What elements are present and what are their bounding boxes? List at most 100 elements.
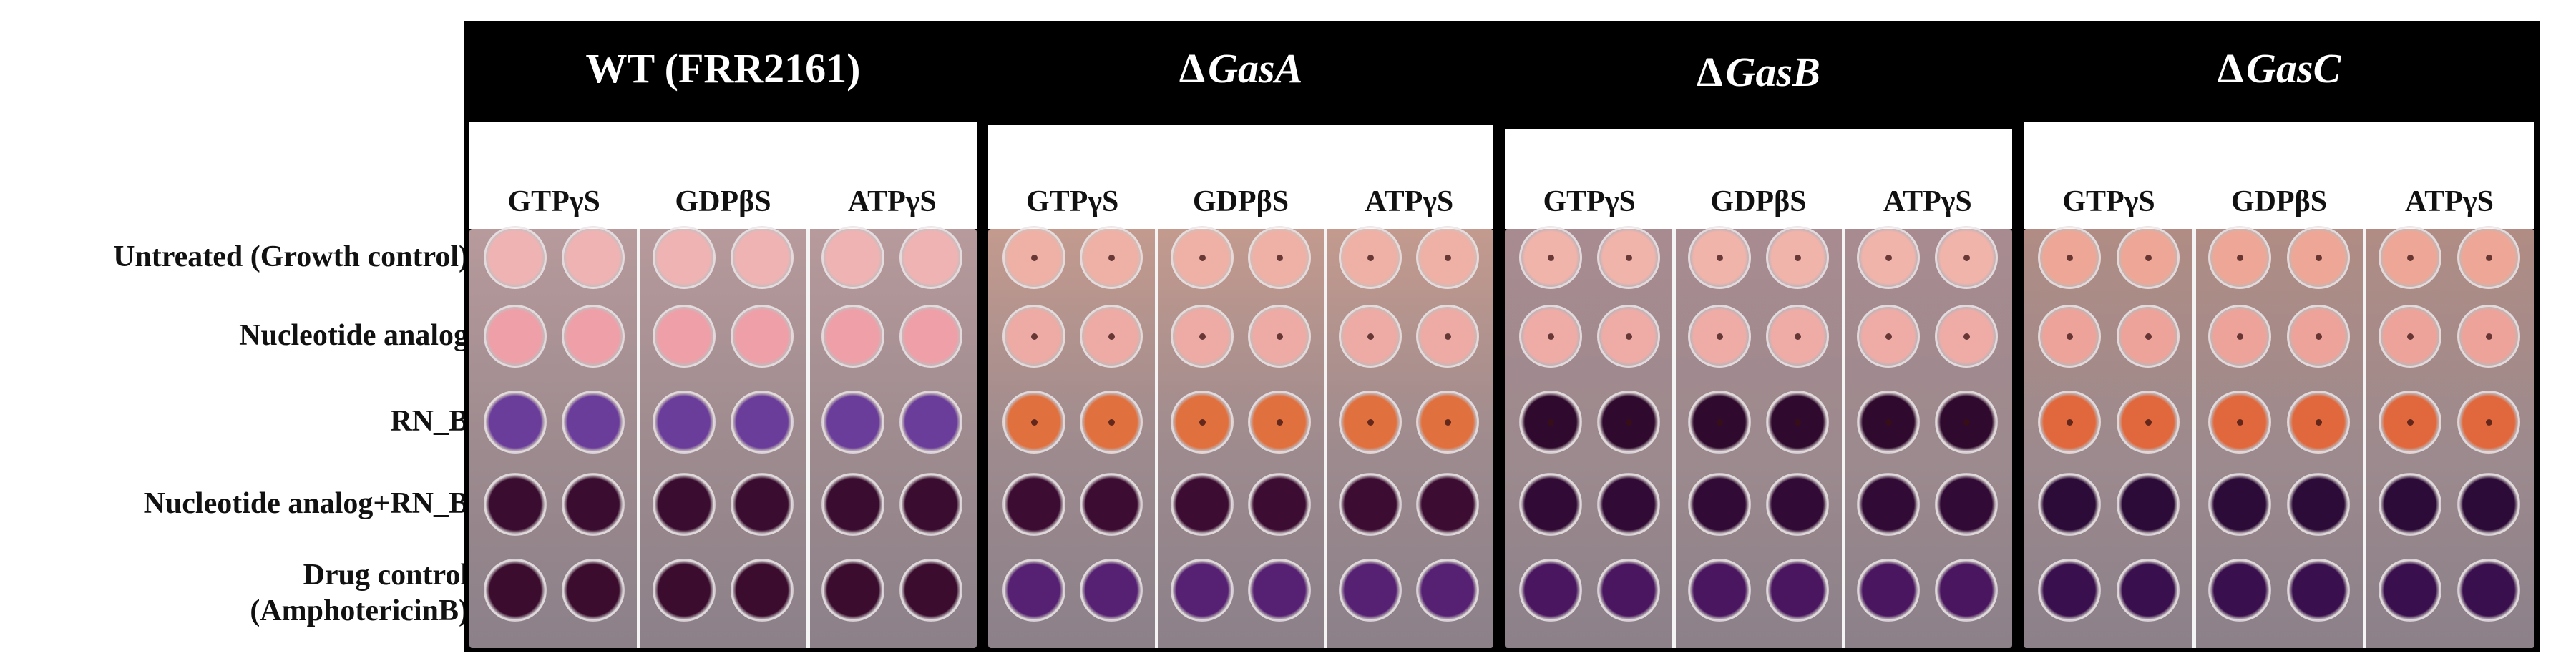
well [1339, 391, 1402, 454]
well-dot [1030, 255, 1038, 261]
well-dot [2145, 255, 2152, 261]
well [730, 226, 794, 289]
well [1765, 226, 1829, 289]
well [1339, 473, 1402, 536]
well-dot [1885, 333, 1893, 340]
well-dot [1445, 333, 1452, 340]
well [1248, 559, 1312, 622]
well [483, 226, 547, 289]
row-label-rn-b: RN_B [390, 405, 469, 438]
well [2038, 473, 2102, 536]
well [2038, 559, 2102, 622]
well [1416, 559, 1480, 622]
well-dot [1199, 419, 1206, 426]
well-dot [2315, 333, 2322, 340]
well-dot [2237, 333, 2244, 340]
well [2379, 305, 2442, 368]
well-dot [1717, 419, 1724, 426]
group-divider [1841, 229, 1845, 648]
well [1416, 226, 1480, 289]
column-label: GDPβS [675, 185, 771, 218]
well [1857, 391, 1921, 454]
well [2038, 305, 2102, 368]
well [653, 305, 716, 368]
panel-title: Δ GasC [2018, 21, 2540, 114]
well [2208, 391, 2272, 454]
well [821, 473, 885, 536]
well-dot [1367, 333, 1375, 340]
row-label-drug-control: Drug control [303, 559, 469, 592]
well [2286, 305, 2350, 368]
column-label: GDPβS [1192, 185, 1289, 218]
well [899, 391, 963, 454]
well [1002, 559, 1065, 622]
well-dot [1108, 419, 1115, 426]
well-dot [1885, 255, 1893, 261]
well [730, 305, 794, 368]
well-dot [2315, 255, 2322, 261]
well [1857, 226, 1921, 289]
well-dot [2485, 419, 2492, 426]
well [653, 559, 716, 622]
well-dot [2067, 333, 2074, 340]
well [1002, 473, 1065, 536]
well-dot [1108, 333, 1115, 340]
well [2457, 305, 2520, 368]
well-dot [1625, 419, 1632, 426]
well [1339, 305, 1402, 368]
well [1002, 305, 1065, 368]
panel-3: Δ GasB GTPγS GDPβS ATPγS [1499, 21, 2018, 652]
well-dot [1030, 333, 1038, 340]
column-label-strip: GTPγS GDPβS ATPγS [1505, 129, 2012, 229]
well [821, 305, 885, 368]
well [2379, 226, 2442, 289]
well [1518, 391, 1582, 454]
well [1857, 305, 1921, 368]
well-dot [2485, 255, 2492, 261]
well [2286, 559, 2350, 622]
well-dot [1717, 255, 1724, 261]
well [653, 473, 716, 536]
well-dot [1547, 333, 1554, 340]
well [899, 305, 963, 368]
well [1170, 305, 1234, 368]
well [1596, 391, 1660, 454]
well [1339, 559, 1402, 622]
panel-title: Δ GasB [1499, 21, 2018, 122]
panel-2: Δ GasA GTPγS GDPβS ATPγS [982, 21, 1499, 652]
well [1079, 559, 1143, 622]
well [1339, 226, 1402, 289]
well-dot [2407, 333, 2414, 340]
well-dot [2145, 419, 2152, 426]
well-dot [2237, 419, 2244, 426]
column-label-strip: GTPγS GDPβS ATPγS [469, 122, 977, 229]
panel-title: WT (FRR2161) [464, 21, 982, 114]
well-dot [1963, 333, 1971, 340]
well-plate [2024, 226, 2534, 648]
well-dot [1717, 333, 1724, 340]
well [1518, 226, 1582, 289]
well-dot [1885, 419, 1893, 426]
well [821, 226, 885, 289]
well-dot [1547, 419, 1554, 426]
well-plate [988, 226, 1493, 648]
well [561, 391, 625, 454]
group-divider [1672, 229, 1677, 648]
well [1002, 391, 1065, 454]
well [2457, 391, 2520, 454]
well-dot [2315, 419, 2322, 426]
well-plate [1505, 226, 2012, 648]
well [2379, 391, 2442, 454]
well-dot [2145, 333, 2152, 340]
well [1688, 391, 1752, 454]
well [483, 305, 547, 368]
well [561, 226, 625, 289]
well [1688, 226, 1752, 289]
well [730, 559, 794, 622]
group-divider [1155, 229, 1159, 648]
column-label: ATPγS [1883, 185, 1972, 218]
well [1935, 559, 1999, 622]
panel-title: Δ GasA [982, 21, 1499, 114]
well [821, 391, 885, 454]
well-dot [2067, 419, 2074, 426]
